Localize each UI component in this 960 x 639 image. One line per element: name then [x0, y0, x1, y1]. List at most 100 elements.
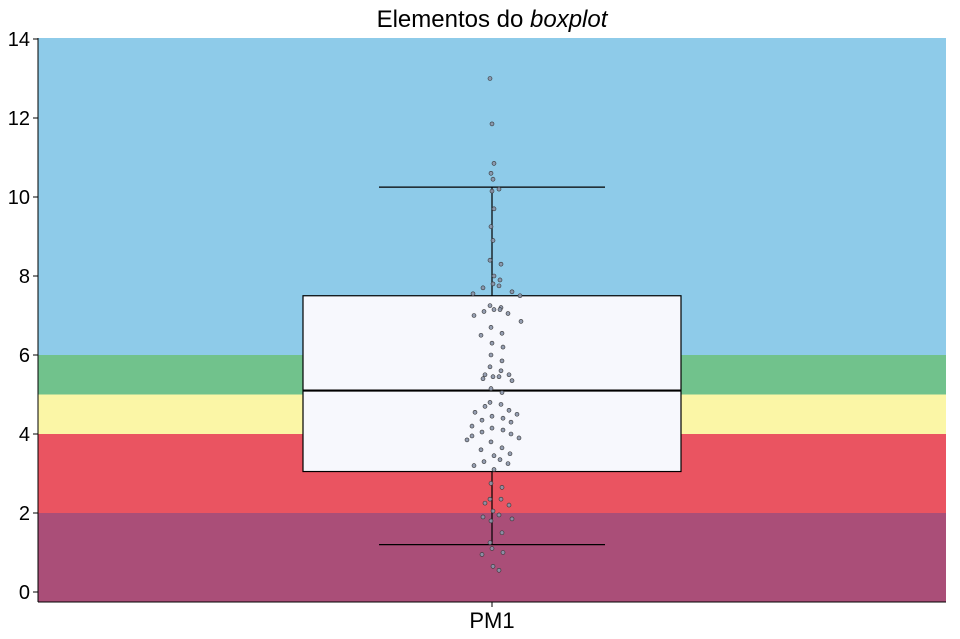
- data-point: [491, 467, 497, 472]
- data-point: [508, 431, 514, 437]
- data-point: [482, 404, 488, 409]
- data-point: [480, 514, 486, 520]
- y-tick-label: 12: [8, 108, 30, 130]
- data-point: [506, 502, 512, 508]
- data-point: [481, 309, 487, 314]
- data-point: [499, 390, 505, 395]
- y-tick-label: 14: [8, 29, 30, 51]
- y-tick-label: 8: [19, 266, 30, 288]
- data-point: [464, 437, 470, 443]
- data-point: [489, 413, 495, 419]
- data-point: [481, 459, 487, 464]
- data-point: [491, 453, 497, 459]
- data-point: [488, 386, 494, 391]
- data-point: [487, 76, 493, 81]
- data-point: [487, 540, 493, 545]
- data-point: [479, 552, 485, 557]
- data-point: [514, 411, 520, 417]
- y-tick-label: 2: [19, 503, 30, 525]
- data-point: [482, 372, 488, 378]
- data-point: [500, 427, 506, 433]
- data-point: [480, 376, 486, 382]
- data-point: [499, 485, 505, 490]
- data-point: [488, 171, 494, 176]
- data-point: [487, 303, 493, 308]
- data-point: [482, 500, 488, 506]
- data-point: [470, 291, 476, 297]
- data-point: [500, 344, 506, 350]
- data-point: [518, 319, 524, 324]
- data-point: [496, 512, 502, 518]
- chart-title: Elementos do boxplot: [377, 6, 609, 33]
- data-point: [491, 307, 497, 312]
- data-point: [491, 206, 497, 212]
- data-point: [506, 407, 512, 413]
- data-point: [496, 283, 502, 289]
- data-point: [491, 273, 497, 279]
- data-point: [471, 313, 477, 318]
- data-point: [488, 439, 494, 445]
- data-point: [499, 445, 505, 451]
- data-point: [471, 463, 477, 468]
- data-point: [491, 161, 497, 166]
- data-point: [487, 364, 493, 370]
- data-point: [516, 435, 522, 441]
- data-point: [469, 433, 475, 439]
- data-point: [500, 415, 506, 421]
- data-point: [478, 447, 484, 453]
- data-point: [497, 457, 503, 462]
- x-axis: PM1: [38, 601, 946, 633]
- data-point: [488, 224, 494, 229]
- y-tick-label: 4: [19, 424, 30, 446]
- data-point: [508, 419, 514, 425]
- data-point: [498, 402, 504, 407]
- chart-title-text: Elementos do: [377, 6, 524, 33]
- iqr-box: [302, 295, 682, 473]
- data-point: [498, 496, 504, 502]
- data-point: [469, 423, 475, 429]
- data-point: [500, 550, 506, 555]
- y-tick-label: 6: [19, 345, 30, 367]
- y-axis: 0 2 4 6 8 10 12 14: [8, 29, 39, 604]
- data-point: [489, 425, 495, 431]
- data-point: [490, 281, 496, 287]
- data-point: [488, 352, 494, 358]
- data-point: [489, 340, 495, 346]
- data-point: [487, 257, 493, 263]
- data-point: [489, 546, 495, 551]
- data-point: [490, 508, 496, 514]
- data-point: [499, 358, 505, 364]
- data-point: [496, 186, 502, 192]
- data-point: [507, 451, 513, 457]
- data-point: [490, 238, 496, 243]
- data-point: [498, 261, 504, 267]
- data-point: [498, 368, 504, 374]
- data-point: [472, 409, 478, 415]
- data-point: [496, 374, 502, 380]
- y-tick-label: 0: [19, 582, 30, 604]
- data-point: [506, 372, 512, 378]
- data-point: [490, 176, 496, 182]
- data-points: [464, 76, 524, 573]
- data-point: [489, 188, 495, 194]
- data-point: [488, 481, 494, 486]
- data-point: [488, 325, 494, 330]
- x-category-label: PM1: [469, 608, 514, 633]
- data-point: [517, 293, 523, 299]
- data-point: [499, 530, 505, 536]
- data-point: [499, 330, 505, 336]
- data-point: [509, 289, 515, 295]
- data-point: [490, 564, 496, 569]
- data-point: [505, 311, 511, 316]
- y-tick-label: 10: [8, 187, 30, 209]
- data-point: [487, 496, 493, 502]
- data-point: [497, 307, 503, 312]
- data-point: [509, 516, 515, 522]
- data-point: [496, 567, 502, 573]
- data-point: [478, 332, 484, 338]
- data-point: [479, 417, 485, 423]
- data-point: [505, 461, 511, 466]
- chart-title-italic: boxplot: [530, 6, 609, 33]
- data-point: [490, 374, 496, 380]
